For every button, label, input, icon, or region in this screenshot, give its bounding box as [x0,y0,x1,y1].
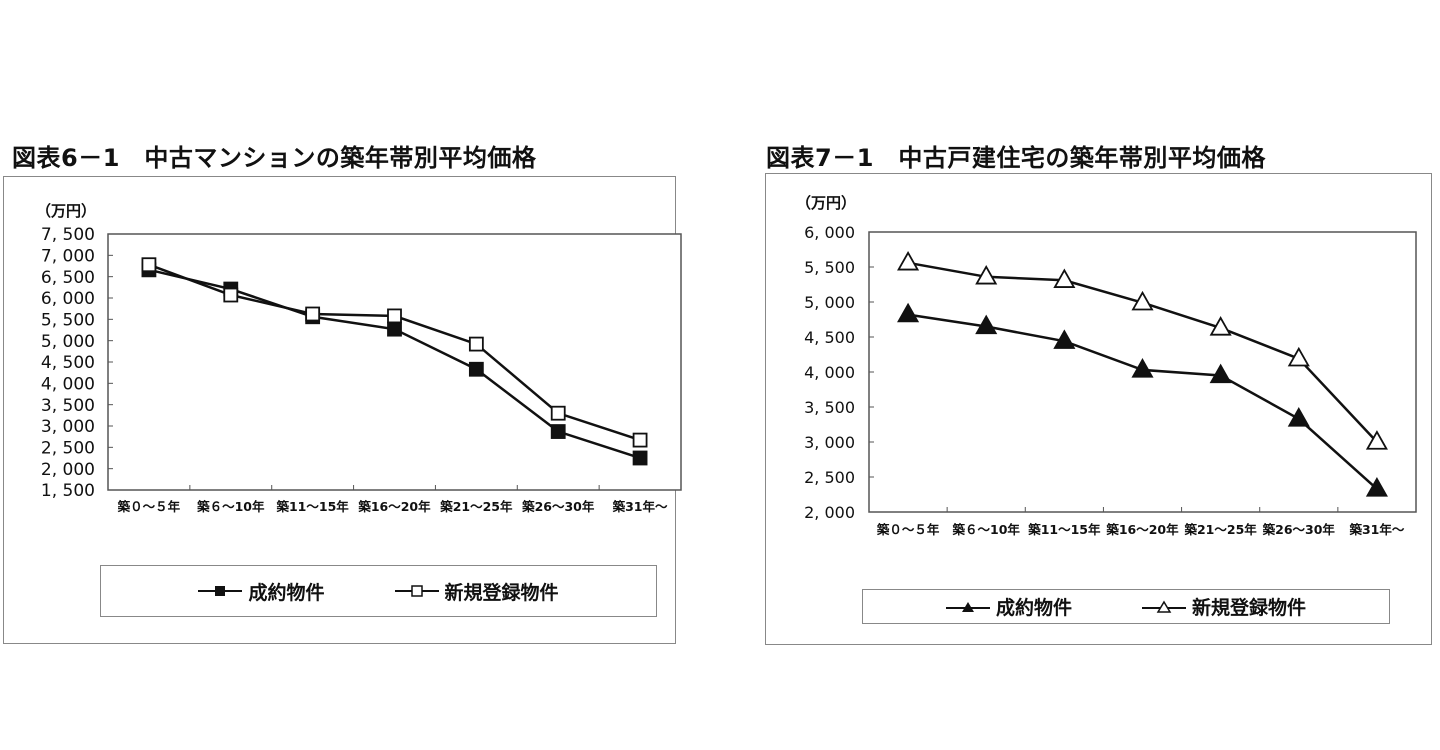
y-tick-label: 4, 500 [804,328,855,347]
y-tick-label: 5, 000 [41,332,95,352]
y-tick-label: 3, 000 [804,433,855,452]
y-tick-label: 5, 500 [804,258,855,277]
left-legend-item-new-listing: 新規登録物件 [394,578,559,605]
right-legend-item-new-listing: 新規登録物件 [1142,593,1306,620]
legend-label: 新規登録物件 [444,581,559,604]
open-square-marker-icon [468,336,484,352]
open-square-marker-icon [394,585,439,597]
filled-triangle-marker-icon [1209,363,1232,384]
y-tick-label: 3, 000 [41,417,95,437]
legend-label: 成約物件 [248,581,325,604]
y-tick-label: 7, 500 [41,225,95,245]
right-chart-plot: （万円） 2, 000 2, 500 3, 000 3, 500 4, 000 4, 500… [796,194,1417,537]
open-triangle-marker-icon [1053,268,1076,288]
y-tick-label: 6, 000 [41,289,95,309]
x-tick-label: 築16～20年 [1105,522,1179,537]
left-chart-title: 図表6－1 中古マンションの築年帯別平均価格 [12,144,537,172]
y-tick-label: 4, 000 [41,374,95,394]
x-tick-label: 築０～５年 [117,499,181,514]
x-tick-label: 築６～10年 [952,522,1021,537]
filled-triangle-marker-icon [1131,358,1154,378]
open-square-marker-icon [305,306,321,322]
x-tick-label: 築31年～ [612,499,668,514]
open-triangle-marker-icon [975,264,998,285]
plot-area [107,233,682,491]
open-square-marker-icon [550,405,566,421]
right-chart-legend: 成約物件 新規登録物件 [862,589,1390,624]
x-tick-label: 築21～25年 [1183,522,1257,537]
x-tick-label: 築６～10年 [196,499,265,514]
y-axis-unit-label: （万円） [796,194,856,212]
open-triangle-marker-icon [1142,600,1186,613]
filled-triangle-marker-icon [1287,407,1310,427]
legend-label: 新規登録物件 [1192,597,1307,619]
y-tick-label: 5, 500 [41,310,95,330]
filled-square-marker-icon [387,321,402,337]
open-triangle-marker-icon [1131,290,1154,311]
filled-triangle-marker-icon [897,302,920,323]
right-legend-item-contract: 成約物件 [945,593,1072,620]
y-tick-label: 3, 500 [804,398,855,417]
y-tick-label: 1, 500 [41,481,95,501]
filled-triangle-marker-icon [1365,477,1388,497]
y-tick-label: 2, 500 [41,438,95,458]
x-tick-label: 築26～30年 [1262,522,1336,537]
y-tick-label: 2, 000 [804,503,855,522]
open-square-marker-icon [141,257,157,273]
filled-square-marker-icon [468,361,484,377]
y-tick-label: 4, 500 [41,353,95,373]
x-tick-label: 築31年～ [1348,522,1404,537]
x-tick-label: 築26～30年 [521,499,595,514]
y-tick-label: 2, 500 [804,468,855,487]
y-tick-label: 6, 000 [804,223,855,242]
y-tick-label: 2, 000 [41,460,95,480]
open-triangle-marker-icon [1365,430,1388,450]
y-axis-unit-label: （万円） [36,202,96,220]
left-chart-legend: 成約物件 新規登録物件 [100,565,657,617]
open-square-marker-icon [223,287,239,303]
x-tick-label: 築11～15年 [1027,522,1101,537]
x-tick-label: 築０～５年 [876,522,940,537]
y-tick-label: 5, 000 [804,293,855,312]
y-tick-label: 4, 000 [804,363,855,382]
y-tick-label: 6, 500 [41,268,95,288]
open-triangle-marker-icon [897,250,920,271]
x-tick-label: 築21～25年 [439,499,513,514]
x-tick-label: 築16～20年 [357,499,431,514]
open-square-marker-icon [387,308,402,324]
y-tick-label: 7, 000 [41,246,95,266]
open-triangle-marker-icon [1209,316,1232,336]
y-tick-label: 3, 500 [41,396,95,416]
open-triangle-marker-icon [1287,346,1310,367]
filled-triangle-marker-icon [945,601,990,612]
filled-square-marker-icon [632,450,648,466]
filled-triangle-marker-icon [1053,329,1076,349]
filled-square-marker-icon [198,586,243,596]
legend-label: 成約物件 [995,597,1072,619]
left-legend-item-contract: 成約物件 [198,578,325,605]
right-chart-title: 図表7－1 中古戸建住宅の築年帯別平均価格 [766,144,1266,172]
open-square-marker-icon [632,432,648,448]
filled-square-marker-icon [550,424,566,439]
filled-triangle-marker-icon [975,314,998,335]
x-tick-label: 築11～15年 [275,499,349,514]
